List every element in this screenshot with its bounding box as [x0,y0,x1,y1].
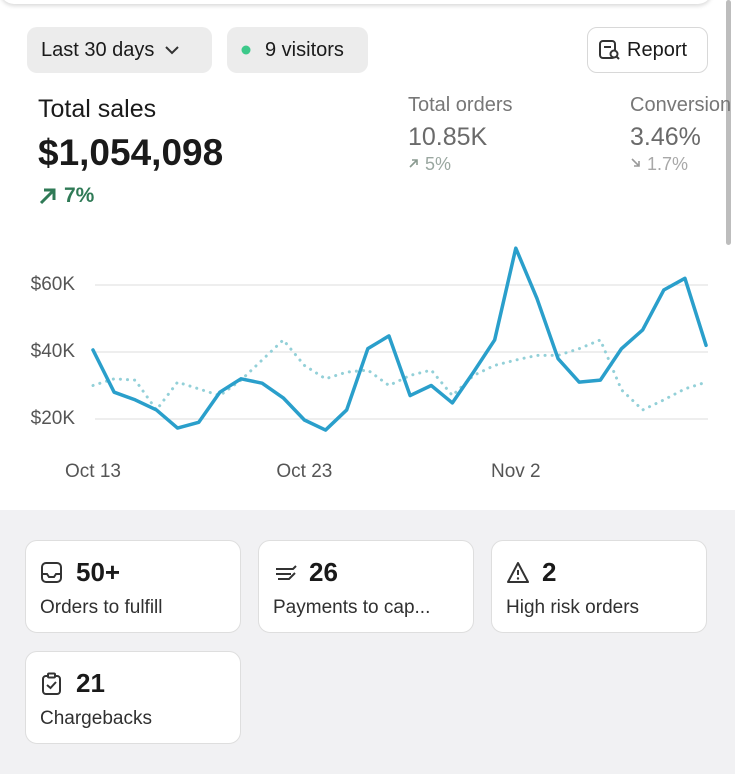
x-tick-label: Oct 23 [276,461,332,482]
up-arrow-icon [39,188,56,205]
metric-label: Conversion rate [630,94,735,116]
task-card[interactable]: 21 Chargebacks [25,651,241,744]
metric-label: Total orders [408,94,513,116]
task-count: 2 [542,557,557,587]
live-dot [241,45,251,55]
up-arrow-icon [409,159,418,168]
metric-change: 7% [64,184,95,207]
task-count: 21 [76,668,105,698]
task-label: Orders to fulfill [40,597,163,618]
task-card[interactable]: 2 High risk orders [491,540,707,633]
visitors-button[interactable]: 9 visitors [227,27,368,73]
metric-change: 1.7% [647,154,689,174]
scrollbar [726,0,731,245]
metric-value: 3.46% [630,123,701,151]
task-count: 26 [309,557,338,587]
task-count: 50+ [76,557,121,587]
report-text: Report [627,38,688,61]
series-line [91,338,708,412]
x-tick-label: Oct 13 [65,461,121,482]
metric-label: Total sales [38,95,157,123]
inbox-icon [41,562,62,583]
y-tick-label: $40K [31,341,76,362]
y-tick-label: $60K [31,274,76,295]
series-line [91,246,708,432]
report-button[interactable]: Report [587,27,708,73]
tasks-area: 50+ Orders to fulfill 26 Payments to cap… [0,510,735,774]
task-label: Chargebacks [40,708,152,729]
alert-icon [507,562,529,583]
date-range-button[interactable]: Last 30 days [27,27,212,73]
x-tick-label: Nov 2 [491,461,541,482]
top-card-edge [0,0,712,4]
date-range-text: Last 30 days [41,38,155,61]
sales-chart: $20K $40K $60K Oct 13 Oct 23 Nov 2 [31,246,708,482]
task-label: Payments to cap... [273,597,431,618]
metric-value: $1,054,098 [38,132,224,173]
metric-change: 5% [425,154,452,174]
metric-value: 10.85K [408,123,488,151]
clipboard-icon [42,672,61,695]
y-tick-label: $20K [31,408,76,429]
down-arrow-icon [631,158,640,167]
task-label: High risk orders [506,597,640,618]
visitors-text: 9 visitors [265,38,344,61]
chevron-icon [165,46,180,55]
task-card[interactable]: 26 Payments to cap... [258,540,474,633]
report-icon [599,40,620,60]
task-card[interactable]: 50+ Orders to fulfill [25,540,241,633]
payment-icon [276,565,297,580]
